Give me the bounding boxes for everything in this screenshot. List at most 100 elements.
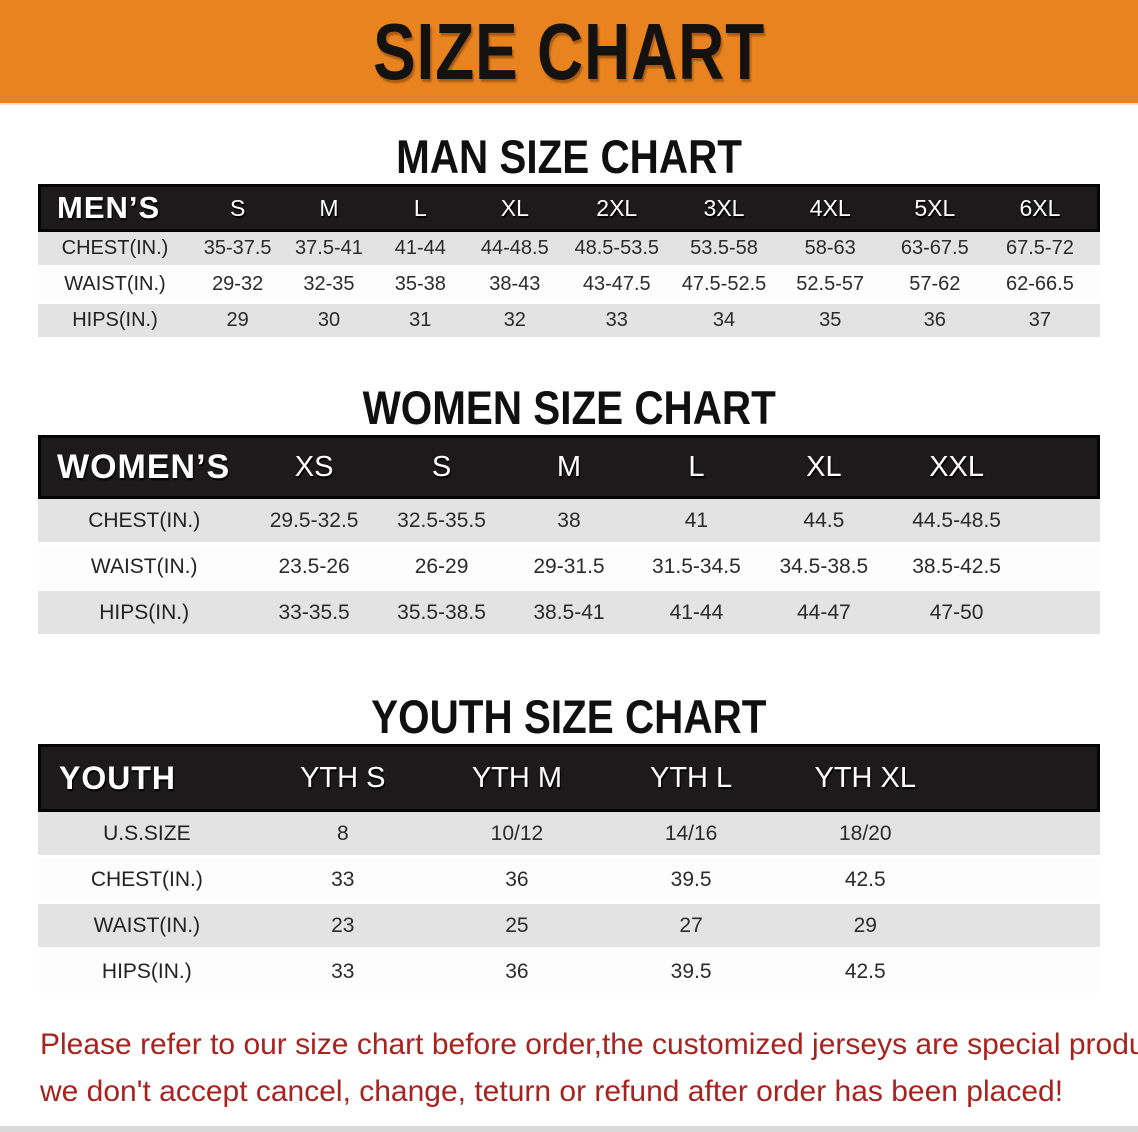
table-cell: 31.5-34.5 xyxy=(632,545,761,591)
table-cell: 43-47.5 xyxy=(563,268,670,304)
youth-heading-text: YOUTH SIZE CHART xyxy=(371,690,767,743)
table-cell: 44-47 xyxy=(760,591,888,637)
table-cell: 27 xyxy=(604,904,779,950)
table-cell: 18/20 xyxy=(778,812,953,858)
table-cell: 38.5-42.5 xyxy=(887,545,1026,591)
column-header: M xyxy=(505,435,633,499)
row-label: U.S.SIZE xyxy=(38,812,256,858)
table-cell: 23 xyxy=(255,904,430,950)
column-header: S xyxy=(377,435,506,499)
footer-line-1: Please refer to our size chart before or… xyxy=(40,1028,1138,1061)
cell-spacer xyxy=(952,858,1100,904)
table-cell: 47-50 xyxy=(887,591,1026,637)
row-label: CHEST(IN.) xyxy=(38,499,251,545)
row-label: WAIST(IN.) xyxy=(38,545,251,591)
man-heading-text: MAN SIZE CHART xyxy=(396,130,742,183)
row-label: CHEST(IN.) xyxy=(38,858,256,904)
table-row: WAIST(IN.) 23 25 27 29 xyxy=(38,904,1100,950)
youth-table-label: YOUTH xyxy=(38,744,256,812)
row-label: WAIST(IN.) xyxy=(38,904,256,950)
table-cell: 37 xyxy=(987,304,1093,340)
column-header: YTH L xyxy=(604,744,779,812)
table-row: HIPS(IN.) 33 36 39.5 42.5 xyxy=(38,950,1100,996)
table-cell: 38 xyxy=(505,499,633,545)
man-size-table: MEN’S S M L XL 2XL 3XL 4XL 5XL 6XL CHEST… xyxy=(38,184,1100,340)
women-size-table: WOMEN’S XS S M L XL XXL CHEST(IN.) 29.5-… xyxy=(38,435,1100,637)
row-label: HIPS(IN.) xyxy=(38,591,251,637)
column-header: 5XL xyxy=(882,184,988,232)
table-cell: 36 xyxy=(429,858,605,904)
table-cell: 44.5-48.5 xyxy=(887,499,1026,545)
table-cell: 36 xyxy=(429,950,605,996)
table-cell: 29 xyxy=(778,904,953,950)
cell-spacer xyxy=(1025,591,1100,637)
table-row: HIPS(IN.) 29 30 31 32 33 34 35 36 37 xyxy=(38,304,1100,340)
column-header: YTH S xyxy=(255,744,430,812)
row-label: HIPS(IN.) xyxy=(38,950,256,996)
column-header: L xyxy=(374,184,466,232)
table-cell: 42.5 xyxy=(778,858,953,904)
table-cell: 34 xyxy=(669,304,779,340)
table-cell: 31 xyxy=(374,304,466,340)
cell-spacer xyxy=(1025,499,1100,545)
table-row: U.S.SIZE 8 10/12 14/16 18/20 xyxy=(38,812,1100,858)
women-section-heading: WOMEN SIZE CHART xyxy=(0,380,1138,435)
header-spacer xyxy=(1092,184,1100,232)
table-row: CHEST(IN.) 33 36 39.5 42.5 xyxy=(38,858,1100,904)
man-section-heading: MAN SIZE CHART xyxy=(0,129,1138,184)
column-header: 6XL xyxy=(987,184,1093,232)
table-row: CHEST(IN.) 35-37.5 37.5-41 41-44 44-48.5… xyxy=(38,232,1100,268)
column-header: XXL xyxy=(887,435,1026,499)
table-cell: 26-29 xyxy=(377,545,506,591)
size-chart-banner: SIZE CHART xyxy=(0,0,1138,105)
table-cell: 8 xyxy=(255,812,430,858)
table-row: CHEST(IN.) 29.5-32.5 32.5-35.5 38 41 44.… xyxy=(38,499,1100,545)
women-heading-text: WOMEN SIZE CHART xyxy=(362,381,776,434)
row-label: WAIST(IN.) xyxy=(38,268,192,304)
table-cell: 41-44 xyxy=(632,591,761,637)
table-cell: 29 xyxy=(191,304,284,340)
table-cell: 29.5-32.5 xyxy=(250,499,378,545)
cell-spacer xyxy=(1092,268,1100,304)
column-header: YTH XL xyxy=(778,744,953,812)
footer-disclaimer: Please refer to our size chart before or… xyxy=(0,1022,1138,1116)
table-cell: 38.5-41 xyxy=(505,591,633,637)
table-cell: 33-35.5 xyxy=(250,591,378,637)
cell-spacer xyxy=(952,950,1100,996)
table-cell: 44.5 xyxy=(760,499,888,545)
table-row: WAIST(IN.) 29-32 32-35 35-38 38-43 43-47… xyxy=(38,268,1100,304)
header-spacer xyxy=(1025,435,1100,499)
table-cell: 62-66.5 xyxy=(987,268,1093,304)
table-cell: 44-48.5 xyxy=(465,232,564,268)
table-cell: 41-44 xyxy=(374,232,466,268)
table-cell: 36 xyxy=(882,304,988,340)
column-header: 3XL xyxy=(669,184,779,232)
youth-section-heading: YOUTH SIZE CHART xyxy=(0,689,1138,744)
table-cell: 37.5-41 xyxy=(283,232,375,268)
table-row: HIPS(IN.) 33-35.5 35.5-38.5 38.5-41 41-4… xyxy=(38,591,1100,637)
cell-spacer xyxy=(1092,304,1100,340)
table-cell: 34.5-38.5 xyxy=(760,545,888,591)
man-header-row: MEN’S S M L XL 2XL 3XL 4XL 5XL 6XL xyxy=(38,184,1100,232)
column-header: XL xyxy=(760,435,888,499)
table-cell: 47.5-52.5 xyxy=(669,268,779,304)
table-cell: 35-38 xyxy=(374,268,466,304)
table-cell: 32.5-35.5 xyxy=(377,499,506,545)
table-cell: 39.5 xyxy=(604,858,779,904)
column-header: YTH M xyxy=(429,744,605,812)
table-cell: 14/16 xyxy=(604,812,779,858)
table-cell: 38-43 xyxy=(465,268,564,304)
column-header: 4XL xyxy=(778,184,883,232)
table-row: WAIST(IN.) 23.5-26 26-29 29-31.5 31.5-34… xyxy=(38,545,1100,591)
table-cell: 35.5-38.5 xyxy=(377,591,506,637)
youth-header-row: YOUTH YTH S YTH M YTH L YTH XL xyxy=(38,744,1100,812)
table-cell: 25 xyxy=(429,904,605,950)
column-header: 2XL xyxy=(563,184,670,232)
table-cell: 10/12 xyxy=(429,812,605,858)
column-header: XS xyxy=(250,435,378,499)
table-cell: 33 xyxy=(563,304,670,340)
table-cell: 58-63 xyxy=(778,232,883,268)
table-cell: 35 xyxy=(778,304,883,340)
table-cell: 52.5-57 xyxy=(778,268,883,304)
banner-title: SIZE CHART xyxy=(373,6,765,96)
